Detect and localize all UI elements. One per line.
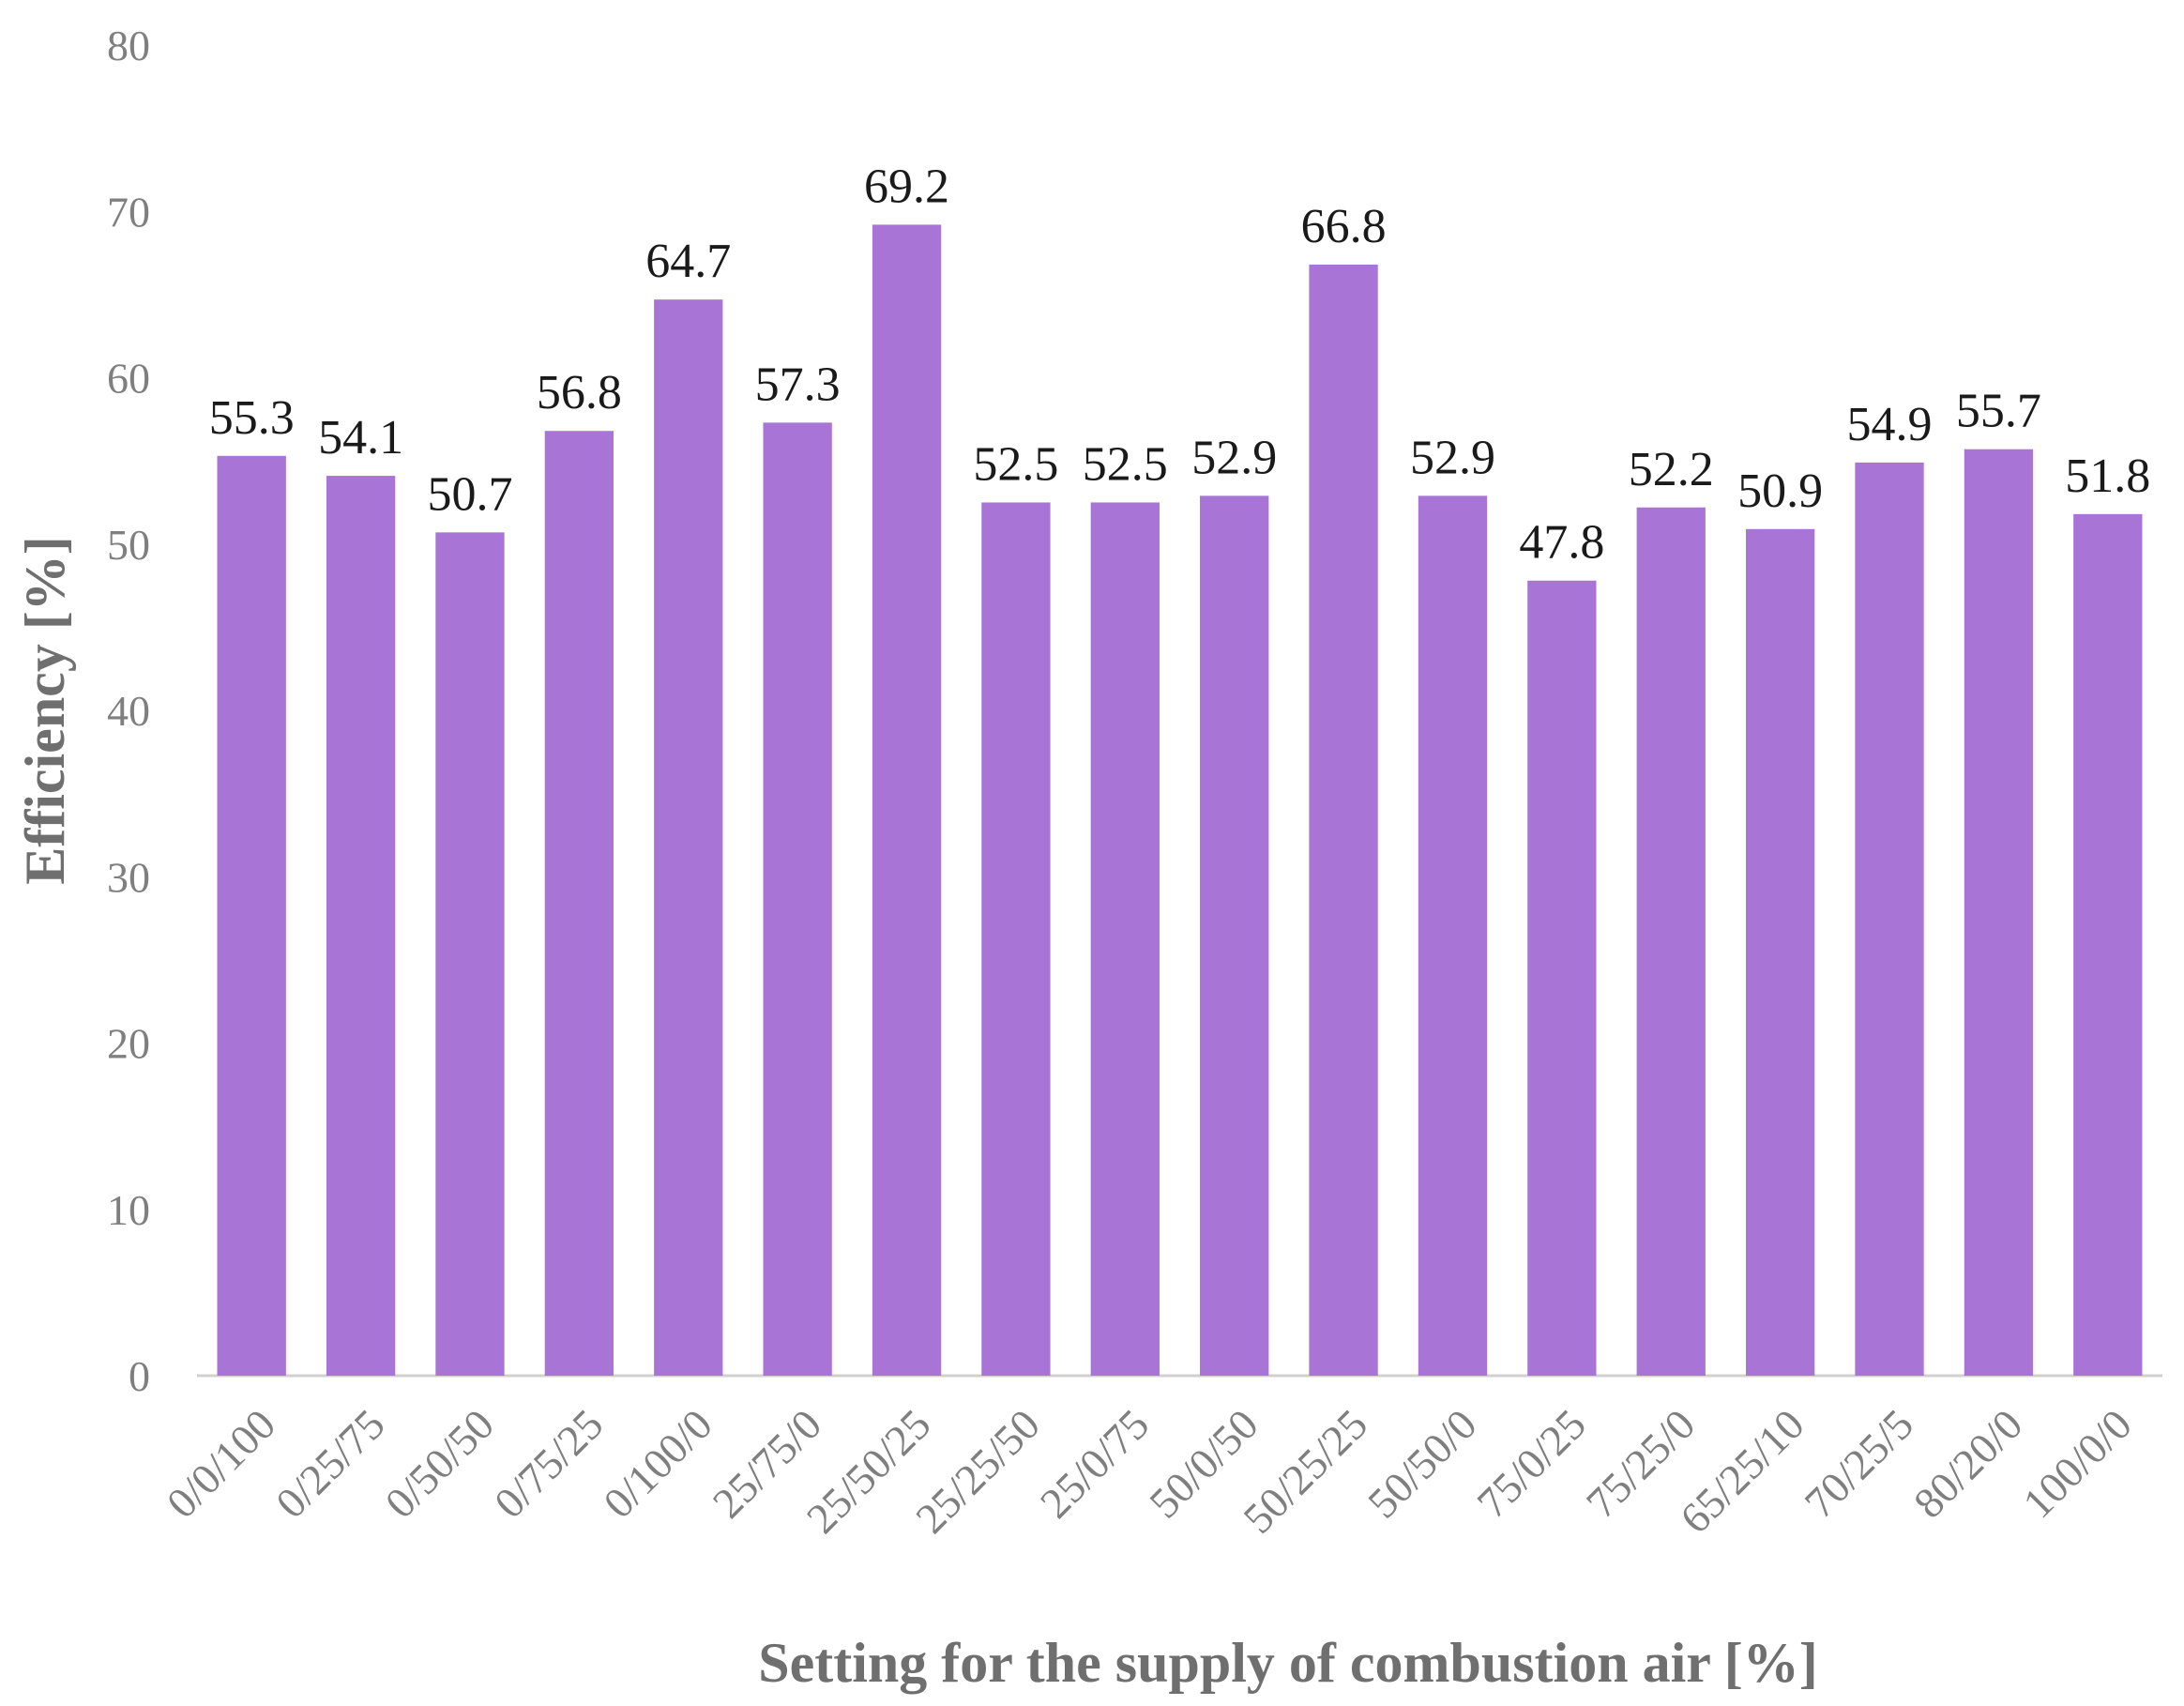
- bar: [1200, 495, 1269, 1376]
- bar: [763, 422, 832, 1376]
- bar: [2073, 513, 2143, 1376]
- x-tick-label: 50/50/0: [1358, 1400, 1485, 1527]
- bar: [544, 431, 614, 1377]
- data-label: 50.7: [427, 467, 512, 521]
- bar: [872, 224, 942, 1377]
- data-label: 50.9: [1737, 465, 1823, 518]
- x-tick-label: 0/75/25: [485, 1400, 612, 1527]
- x-axis-ticks: 0/0/1000/25/750/50/500/75/250/100/025/75…: [158, 1400, 2141, 1543]
- x-tick-label: 65/25/10: [1671, 1400, 1813, 1543]
- data-label: 51.8: [2065, 449, 2150, 503]
- bar: [1309, 264, 1378, 1377]
- data-label: 57.3: [755, 358, 841, 411]
- y-tick-label: 70: [107, 188, 150, 236]
- x-tick-label: 25/25/50: [906, 1400, 1049, 1543]
- bar: [1527, 580, 1597, 1376]
- bar: [1418, 495, 1488, 1376]
- x-tick-label: 0/50/50: [376, 1400, 503, 1527]
- data-label: 52.9: [1410, 431, 1495, 484]
- data-label: 52.5: [1083, 437, 1168, 491]
- bar: [981, 502, 1051, 1376]
- x-tick-label: 80/20/0: [1904, 1400, 2031, 1527]
- y-tick-label: 30: [107, 853, 150, 901]
- y-tick-label: 50: [107, 521, 150, 569]
- data-label: 69.2: [864, 160, 949, 213]
- bar: [1636, 507, 1706, 1376]
- bar: [326, 476, 396, 1376]
- y-tick-label: 10: [107, 1186, 150, 1234]
- y-axis-ticks: 0 10 20 30 40 50 60 70 80: [107, 22, 150, 1400]
- data-label: 66.8: [1301, 200, 1387, 253]
- x-tick-label: 0/0/100: [158, 1400, 284, 1527]
- bar: [1855, 462, 1924, 1377]
- x-axis-title: Setting for the supply of combustion air…: [758, 1632, 1818, 1694]
- bars-group: [217, 224, 2143, 1377]
- x-tick-label: 25/0/75: [1031, 1400, 1158, 1527]
- data-label: 47.8: [1519, 516, 1604, 570]
- data-label: 55.7: [1956, 385, 2041, 438]
- data-label: 52.5: [973, 437, 1058, 491]
- y-tick-label: 0: [129, 1352, 150, 1400]
- x-tick-label: 70/25/5: [1796, 1400, 1922, 1527]
- data-labels-group: 55.3 54.1 50.7 56.8 64.7 57.3 69.2 52.5 52.5 52.9…: [209, 160, 2151, 569]
- x-tick-label: 0/25/75: [266, 1400, 393, 1527]
- bar: [217, 455, 286, 1376]
- data-label: 52.2: [1629, 443, 1714, 496]
- bar: [1090, 502, 1160, 1376]
- bar: [1745, 528, 1815, 1376]
- x-tick-label: 100/0/0: [2013, 1400, 2140, 1527]
- data-label: 54.9: [1847, 398, 1933, 451]
- bar: [654, 299, 723, 1376]
- data-label: 55.3: [209, 391, 295, 445]
- data-label: 56.8: [537, 366, 622, 419]
- data-label: 52.9: [1191, 431, 1277, 484]
- data-label: 64.7: [645, 235, 731, 288]
- y-axis-title: Efficiency [%]: [14, 536, 76, 885]
- y-tick-label: 40: [107, 687, 150, 735]
- y-tick-label: 20: [107, 1020, 150, 1068]
- bar: [1964, 449, 2034, 1376]
- x-tick-label: 0/100/0: [594, 1400, 720, 1527]
- bar: [435, 532, 505, 1376]
- y-tick-label: 80: [107, 22, 150, 69]
- x-tick-label: 50/25/25: [1234, 1400, 1376, 1543]
- y-tick-label: 60: [107, 355, 150, 403]
- x-tick-label: 75/0/25: [1467, 1400, 1594, 1527]
- data-label: 54.1: [318, 411, 403, 465]
